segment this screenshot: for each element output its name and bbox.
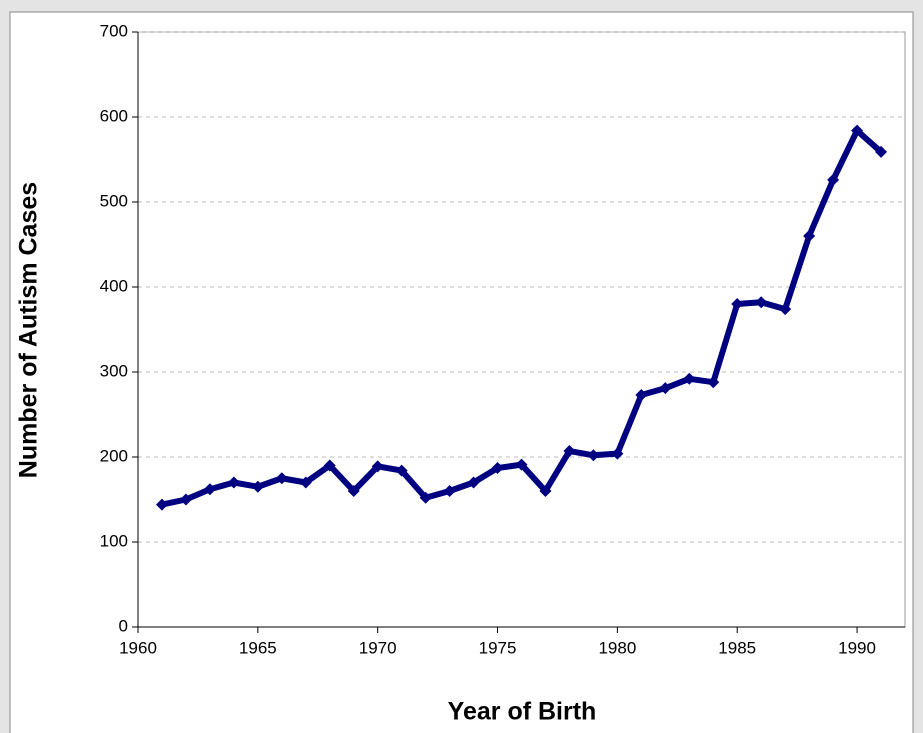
data-marker <box>563 445 576 458</box>
x-axis-title: Year of Birth <box>448 698 597 726</box>
data-marker <box>515 458 528 471</box>
data-marker <box>539 485 552 497</box>
data-marker <box>251 480 264 493</box>
y-tick-label: 400 <box>100 276 128 295</box>
data-marker <box>491 462 504 475</box>
data-marker <box>323 459 336 472</box>
data-marker <box>827 173 840 186</box>
x-tick-label: 1975 <box>479 638 517 657</box>
data-marker <box>587 449 600 462</box>
data-marker <box>299 476 312 489</box>
x-tick-label: 1965 <box>239 638 277 657</box>
y-axis-title: Number of Autism Cases <box>15 182 43 478</box>
data-marker <box>347 485 360 497</box>
x-tick-label: 1990 <box>838 638 876 657</box>
data-marker <box>227 476 240 489</box>
data-marker <box>203 483 216 496</box>
data-marker <box>179 493 192 506</box>
data-marker <box>683 372 696 385</box>
data-marker <box>635 388 648 401</box>
x-tick-label: 1985 <box>718 638 756 657</box>
data-marker <box>443 485 456 497</box>
data-marker <box>755 296 768 309</box>
y-tick-label: 300 <box>100 361 128 380</box>
plot-area <box>137 31 906 628</box>
y-tick-label: 0 <box>119 616 128 635</box>
data-marker <box>803 230 816 242</box>
data-marker <box>467 476 480 489</box>
data-marker <box>275 472 288 485</box>
y-tick-label: 100 <box>100 531 128 550</box>
data-marker <box>779 303 792 316</box>
data-marker <box>659 382 672 395</box>
data-marker <box>395 464 408 477</box>
data-marker <box>731 298 744 310</box>
data-marker <box>851 124 864 137</box>
y-tick-label: 200 <box>100 446 128 465</box>
data-marker <box>371 460 384 473</box>
x-tick-label: 1970 <box>359 638 397 657</box>
data-marker <box>707 376 720 389</box>
data-marker <box>419 491 432 504</box>
data-marker <box>155 498 168 511</box>
y-tick-label: 600 <box>100 106 128 125</box>
y-tick-label: 700 <box>100 21 128 40</box>
data-marker <box>875 145 888 158</box>
x-tick-label: 1960 <box>119 638 157 657</box>
x-tick-label: 1980 <box>598 638 636 657</box>
data-marker <box>611 447 624 460</box>
y-tick-label: 500 <box>100 191 128 210</box>
